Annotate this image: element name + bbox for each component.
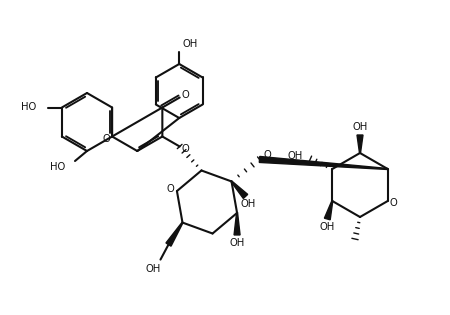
Polygon shape [166,222,183,246]
Text: OH: OH [230,238,245,248]
Text: HO: HO [21,101,36,112]
Text: O: O [390,198,398,209]
Text: OH: OH [146,264,161,273]
Text: O: O [264,151,271,160]
Text: OH: OH [287,151,302,161]
Text: O: O [166,184,174,194]
Text: O: O [182,144,189,154]
Text: OH: OH [241,199,256,209]
Polygon shape [234,213,240,235]
Text: OH: OH [352,122,368,132]
Text: OH: OH [320,222,335,232]
Text: OH: OH [182,39,198,49]
Polygon shape [357,135,363,153]
Text: O: O [102,134,110,144]
Polygon shape [231,181,248,198]
Text: O: O [182,89,189,100]
Polygon shape [324,201,333,220]
Text: HO: HO [50,162,65,172]
Polygon shape [259,157,388,169]
